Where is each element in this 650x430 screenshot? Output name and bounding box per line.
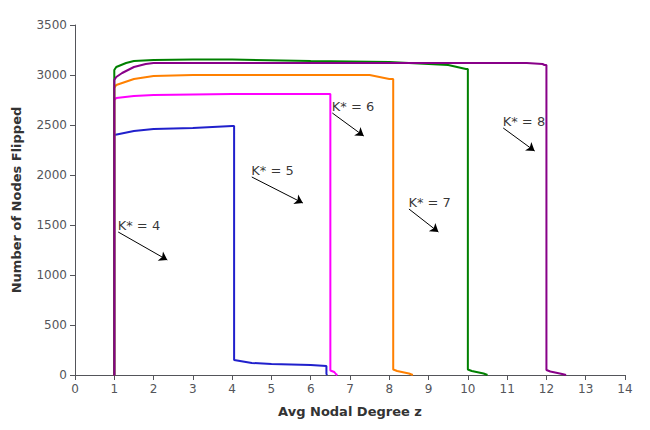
svg-text:Number of Nodes Flipped: Number of Nodes Flipped bbox=[9, 107, 24, 294]
svg-text:12: 12 bbox=[539, 382, 554, 396]
svg-text:K* = 4: K* = 4 bbox=[118, 218, 160, 233]
svg-text:10: 10 bbox=[460, 382, 475, 396]
svg-text:K* = 6: K* = 6 bbox=[332, 99, 374, 114]
svg-text:0: 0 bbox=[71, 382, 79, 396]
svg-text:K* = 8: K* = 8 bbox=[503, 114, 545, 129]
svg-text:11: 11 bbox=[500, 382, 515, 396]
svg-text:8: 8 bbox=[385, 382, 393, 396]
svg-text:13: 13 bbox=[578, 382, 593, 396]
svg-text:1: 1 bbox=[110, 382, 118, 396]
svg-text:2: 2 bbox=[150, 382, 158, 396]
svg-text:14: 14 bbox=[617, 382, 632, 396]
svg-text:0: 0 bbox=[59, 368, 67, 382]
svg-text:K* = 5: K* = 5 bbox=[251, 163, 293, 178]
svg-text:2500: 2500 bbox=[36, 118, 67, 132]
svg-text:2000: 2000 bbox=[36, 168, 67, 182]
svg-text:3: 3 bbox=[189, 382, 197, 396]
svg-text:5: 5 bbox=[268, 382, 276, 396]
svg-text:4: 4 bbox=[228, 382, 236, 396]
svg-text:Avg Nodal Degree z: Avg Nodal Degree z bbox=[278, 404, 422, 419]
svg-text:3500: 3500 bbox=[36, 18, 67, 32]
svg-text:K* = 7: K* = 7 bbox=[408, 195, 450, 210]
svg-text:1500: 1500 bbox=[36, 218, 67, 232]
svg-text:3000: 3000 bbox=[36, 68, 67, 82]
svg-text:500: 500 bbox=[44, 318, 67, 332]
svg-text:9: 9 bbox=[425, 382, 433, 396]
svg-text:7: 7 bbox=[346, 382, 354, 396]
svg-text:6: 6 bbox=[307, 382, 315, 396]
svg-text:1000: 1000 bbox=[36, 268, 67, 282]
